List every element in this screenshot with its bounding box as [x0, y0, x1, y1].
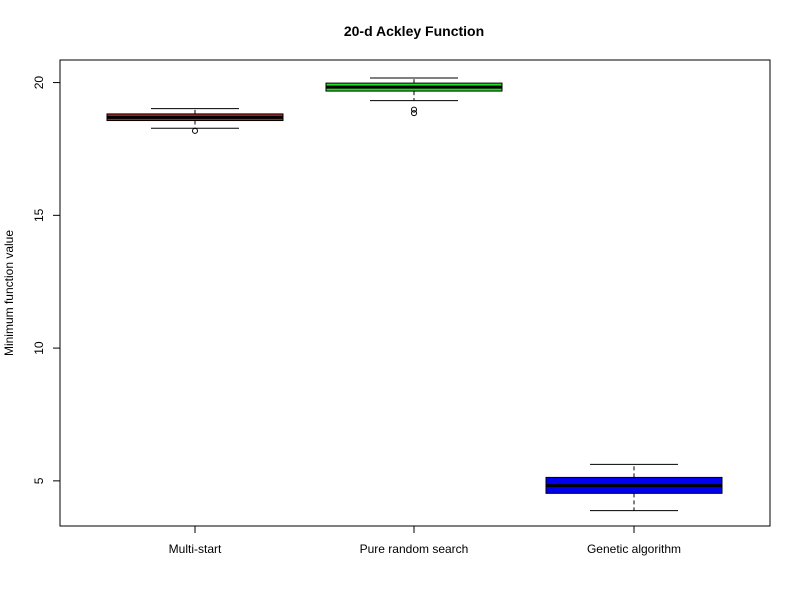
- x-tick-label: Pure random search: [360, 542, 469, 556]
- y-tick-label: 20: [32, 76, 46, 90]
- chart-title: 20-d Ackley Function: [344, 23, 484, 39]
- box-group: [545, 463, 723, 512]
- boxes-layer: [106, 77, 723, 512]
- x-tick-label: Multi-start: [169, 542, 222, 556]
- outlier-point: [192, 127, 198, 134]
- box-group: [106, 108, 284, 134]
- x-tick-label: Genetic algorithm: [587, 542, 681, 556]
- y-tick-label: 5: [32, 477, 46, 484]
- y-tick-label: 10: [32, 341, 46, 355]
- outlier-point: [411, 106, 417, 113]
- y-axis-label: Minimum function value: [2, 230, 16, 356]
- y-tick-label: 15: [32, 208, 46, 222]
- box-group: [325, 77, 503, 117]
- plot-frame: [59, 59, 771, 527]
- x-axis: Multi-start Pure random search Genetic alg…: [169, 526, 681, 556]
- outlier-point: [411, 110, 417, 117]
- y-axis: 5 10 15 20: [32, 76, 60, 484]
